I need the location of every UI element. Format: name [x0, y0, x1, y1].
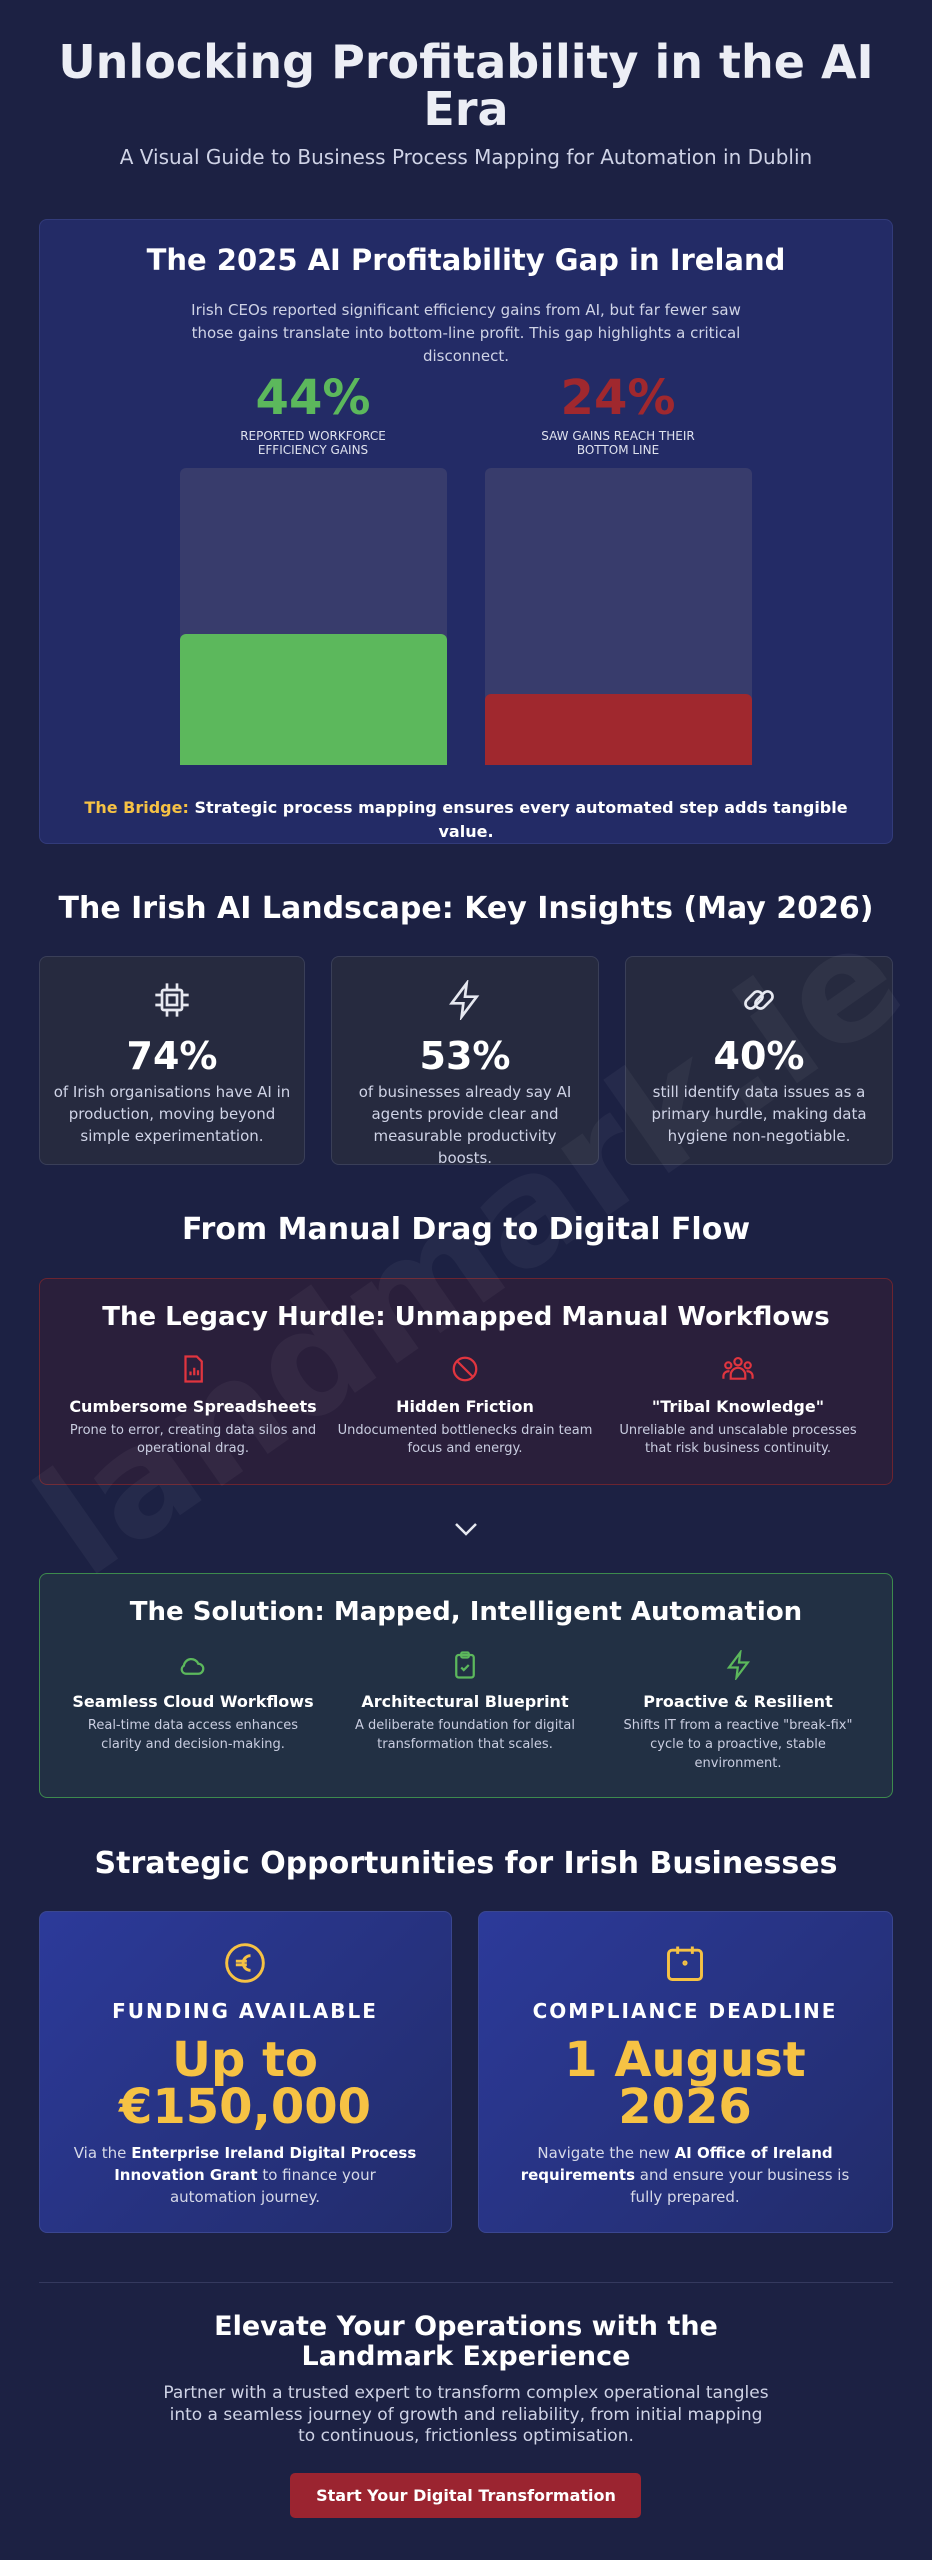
item-text: Undocumented bottlenecks drain team focu… — [337, 1423, 593, 1456]
people-icon — [722, 1356, 754, 1380]
item-title: "Tribal Knowledge" — [651, 1397, 825, 1416]
description-part: and ensure your business is fully prepar… — [630, 2166, 850, 2206]
ban-icon — [452, 1356, 478, 1382]
cloud-icon — [180, 1657, 205, 1675]
solution-card — [39, 1573, 893, 1798]
card-description: Via the Enterprise Ireland Digital Proce… — [70, 2142, 420, 2208]
bar — [485, 693, 752, 765]
section-title: Strategic Opportunities for Irish Busine… — [94, 1846, 838, 1881]
card-headline: Up to €150,000 — [118, 2031, 372, 2135]
section-title: The 2025 AI Profitability Gap in Ireland — [146, 243, 786, 277]
page-title: Unlocking Profitability in the AI Era — [58, 34, 874, 136]
clipboard-icon — [455, 1651, 475, 1679]
insight-value: 74% — [126, 1034, 218, 1078]
insight-value: 53% — [419, 1034, 511, 1078]
chevron — [455, 1523, 477, 1536]
stat-value: 44% — [255, 370, 371, 426]
stat-label: REPORTED WORKFORCE EFFICIENCY GAINS — [240, 429, 386, 457]
item-text: Prone to error, creating data silos and … — [69, 1423, 317, 1456]
card-title: The Solution: Mapped, Intelligent Automa… — [129, 1596, 803, 1627]
insight-text: still identify data issues as a primary … — [651, 1083, 867, 1145]
item-text: A deliberate foundation for digital tran… — [355, 1717, 575, 1752]
description-part: Enterprise Ireland Digital Process Innov… — [114, 2144, 417, 2184]
spreadsheet-icon — [184, 1355, 203, 1383]
bridge-body: Strategic process mapping ensures every … — [194, 798, 848, 841]
stat-value: 24% — [560, 370, 676, 426]
insight-text: of Irish organisations have AI in produc… — [53, 1083, 291, 1145]
stat-label: SAW GAINS REACH THEIR BOTTOM LINE — [541, 429, 695, 457]
gap-description: Irish CEOs reported significant efficien… — [191, 300, 741, 365]
bridge-lead: The Bridge: — [84, 798, 189, 817]
bolt-icon — [449, 980, 480, 1020]
card-headline: 1 August 2026 — [564, 2031, 806, 2135]
cta-button[interactable] — [290, 2473, 641, 2518]
card-description: Navigate the new AI Office of Ireland re… — [510, 2142, 860, 2208]
bar — [180, 634, 447, 765]
item-text: Real-time data access enhances clarity a… — [87, 1717, 299, 1752]
bolt-icon — [726, 1650, 750, 1680]
page-subtitle: A Visual Guide to Business Process Mappi… — [119, 144, 813, 169]
cta-title: Elevate Your Operations with the Landmar… — [214, 2311, 718, 2372]
legacy-card — [39, 1278, 893, 1485]
chip-icon — [155, 983, 189, 1017]
item-title: Proactive & Resilient — [643, 1692, 833, 1711]
item-title: Hidden Friction — [396, 1397, 534, 1416]
calendar-icon — [667, 1946, 703, 1981]
link-icon — [744, 990, 774, 1010]
bridge-text: The Bridge: Strategic process mapping en… — [66, 796, 866, 844]
cta-text: Partner with a trusted expert to transfo… — [163, 2383, 769, 2447]
insight-text: of businesses already say AI agents prov… — [358, 1083, 572, 1167]
description-part: to finance your automation journey. — [169, 2166, 376, 2206]
description-part: AI Office of Ireland requirements — [520, 2144, 833, 2184]
insight-value: 40% — [713, 1034, 805, 1078]
card-label: COMPLIANCE DEADLINE — [532, 1998, 838, 2023]
item-text: Shifts IT from a reactive "break-fix" cy… — [623, 1717, 853, 1771]
card-title: The Legacy Hurdle: Unmapped Manual Workf… — [102, 1301, 830, 1332]
item-title: Architectural Blueprint — [361, 1692, 569, 1711]
cta-button-label[interactable]: Start Your Digital Transformation — [316, 2486, 616, 2505]
description-part: Via the — [73, 2144, 132, 2162]
item-text: Unreliable and unscalable processes that… — [619, 1423, 857, 1456]
euro-icon — [225, 1943, 265, 1983]
card-label: FUNDING AVAILABLE — [112, 1998, 378, 2023]
item-title: Seamless Cloud Workflows — [72, 1692, 314, 1711]
item-title: Cumbersome Spreadsheets — [69, 1397, 317, 1416]
divider — [39, 2282, 893, 2283]
description-part: Navigate the new — [537, 2144, 675, 2162]
section-title: The Irish AI Landscape: Key Insights (Ma… — [58, 891, 874, 926]
section-title: From Manual Drag to Digital Flow — [181, 1212, 751, 1247]
